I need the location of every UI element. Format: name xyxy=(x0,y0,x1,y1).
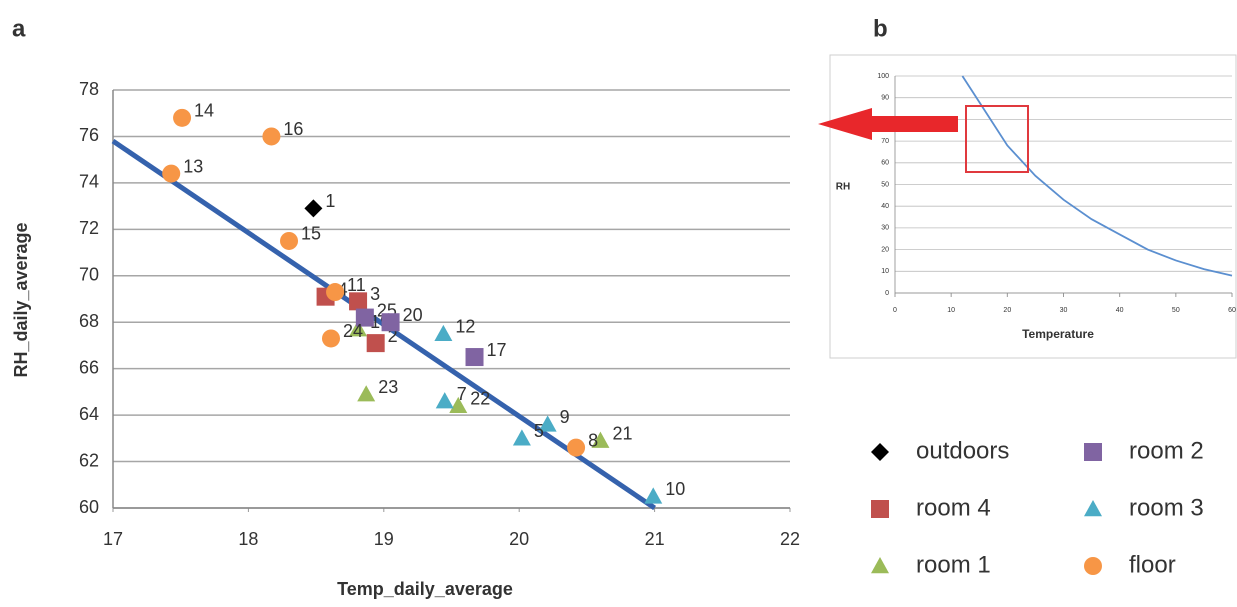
point xyxy=(162,164,181,183)
y-tick-label: 60 xyxy=(79,497,99,517)
point-label: 24 xyxy=(343,321,363,341)
point xyxy=(349,320,368,337)
y-tick-label: 60 xyxy=(881,160,889,167)
point xyxy=(280,231,299,250)
point-label: 14 xyxy=(194,101,214,121)
y-tick-label: 70 xyxy=(881,138,889,145)
point-label: 17 xyxy=(487,340,507,360)
legend-label: floor xyxy=(1129,551,1176,578)
x-tick-label: 20 xyxy=(509,529,529,549)
point-label: 8 xyxy=(588,430,598,450)
x-tick-label: 18 xyxy=(238,529,258,549)
x-axis-label: Temperature xyxy=(1022,327,1094,341)
x-tick-label: 0 xyxy=(893,307,897,314)
point xyxy=(512,429,531,446)
y-tick-label: 70 xyxy=(79,265,99,285)
x-tick-label: 19 xyxy=(374,529,394,549)
x-tick-label: 22 xyxy=(780,529,800,549)
panel-label: a xyxy=(12,15,26,42)
arrow xyxy=(818,108,958,140)
point-label: 11 xyxy=(347,275,366,295)
curve xyxy=(961,75,1233,277)
point xyxy=(262,127,281,146)
point xyxy=(349,292,368,311)
y-tick-label: 50 xyxy=(881,181,889,188)
point xyxy=(304,199,323,218)
point-label: 20 xyxy=(403,305,423,325)
y-tick-label: 76 xyxy=(79,125,99,145)
y-tick-label: 10 xyxy=(881,268,889,275)
y-tick-label: 100 xyxy=(877,73,889,80)
point xyxy=(644,487,663,504)
point xyxy=(355,308,374,327)
x-tick-label: 10 xyxy=(947,307,955,314)
x-tick-label: 21 xyxy=(645,529,665,549)
panel-label: b xyxy=(873,15,888,42)
point xyxy=(871,500,889,518)
y-tick-label: 68 xyxy=(79,311,99,331)
y-tick-label: 72 xyxy=(79,218,99,238)
point-label: 10 xyxy=(665,479,685,499)
x-tick-label: 40 xyxy=(1116,307,1124,314)
point xyxy=(871,443,889,461)
y-axis-label: RH xyxy=(836,182,850,193)
point xyxy=(434,324,453,342)
point-label: 9 xyxy=(560,407,570,427)
point xyxy=(449,396,468,414)
point xyxy=(321,329,340,348)
point-label: 23 xyxy=(378,377,398,397)
point xyxy=(1084,500,1102,517)
legend-label: room 2 xyxy=(1129,437,1204,464)
highlight-box xyxy=(965,105,1029,173)
point xyxy=(1084,557,1102,575)
point xyxy=(538,415,557,432)
point xyxy=(381,313,400,332)
y-tick-label: 64 xyxy=(79,404,99,424)
point xyxy=(591,431,610,448)
x-tick-label: 20 xyxy=(1003,307,1011,314)
x-tick-label: 30 xyxy=(1060,307,1068,314)
point-label: 15 xyxy=(301,224,321,244)
y-tick-label: 20 xyxy=(881,246,889,253)
y-tick-label: 62 xyxy=(79,450,99,470)
y-tick-label: 0 xyxy=(885,290,889,297)
point xyxy=(357,385,376,402)
legend-label: outdoors xyxy=(916,437,1009,464)
point xyxy=(567,438,586,457)
y-axis-label: RH_daily_average xyxy=(11,222,31,377)
point xyxy=(326,283,345,302)
y-tick-label: 78 xyxy=(79,79,99,99)
y-tick-label: 30 xyxy=(881,225,889,232)
point-label: 12 xyxy=(455,317,475,337)
y-tick-label: 66 xyxy=(79,357,99,377)
point-label: 13 xyxy=(183,156,203,176)
point-label: 21 xyxy=(612,423,632,443)
legend-label: room 1 xyxy=(916,551,991,578)
x-tick-label: 17 xyxy=(103,529,123,549)
point-label: 22 xyxy=(470,389,490,409)
point xyxy=(871,557,889,574)
y-tick-label: 40 xyxy=(881,203,889,210)
x-axis-label: Temp_daily_average xyxy=(337,579,513,599)
point-label: 7 xyxy=(457,384,467,404)
point-label: 1 xyxy=(325,191,335,211)
point xyxy=(366,334,385,353)
y-tick-label: 74 xyxy=(79,172,99,192)
point xyxy=(465,348,484,367)
point-label: 5 xyxy=(534,421,544,441)
y-tick-label: 90 xyxy=(881,95,889,102)
legend-label: room 4 xyxy=(916,494,991,521)
point-label: 2 xyxy=(388,326,398,346)
point-label: 16 xyxy=(283,119,303,139)
point xyxy=(1084,443,1102,461)
x-tick-label: 60 xyxy=(1228,307,1236,314)
x-tick-label: 50 xyxy=(1172,307,1180,314)
point-label: 3 xyxy=(370,284,380,304)
point xyxy=(173,108,192,127)
legend-label: room 3 xyxy=(1129,494,1204,521)
point xyxy=(435,392,454,409)
